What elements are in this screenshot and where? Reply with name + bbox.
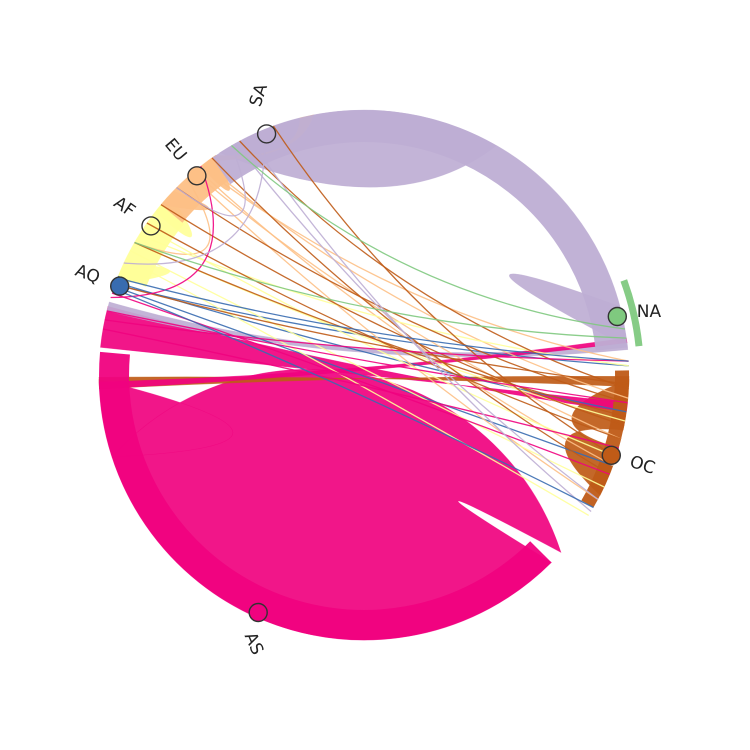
node-label-oc: OC <box>627 452 657 479</box>
node-label-eu: EU <box>160 135 190 166</box>
node-marker-eu <box>187 166 207 186</box>
thread-as-26 <box>106 310 628 404</box>
node-label-sa: SA <box>246 81 272 109</box>
node-marker-oc <box>601 445 621 465</box>
node-label-as: AS <box>240 629 267 658</box>
node-marker-na <box>607 306 627 327</box>
thread-aq-33 <box>113 288 594 509</box>
thread-na-32 <box>134 241 627 339</box>
thread-oc-20 <box>114 283 629 385</box>
thread-oc-14 <box>239 140 629 390</box>
thread-oc-18 <box>272 125 617 458</box>
thread-af-10 <box>129 250 605 488</box>
rim-arc-oc <box>581 370 630 508</box>
node-marker-af <box>141 216 161 236</box>
thread-as-23 <box>102 328 619 449</box>
threads-layer <box>102 125 629 516</box>
node-label-na: NA <box>637 302 662 322</box>
thread-aq-1 <box>113 285 614 467</box>
thread-as-22 <box>104 319 629 362</box>
rim-arc-sa <box>212 110 628 351</box>
node-marker-sa <box>256 124 277 144</box>
rim-arc-af <box>118 204 185 288</box>
thread-sa-29 <box>123 129 266 265</box>
thread-na-31 <box>231 145 626 330</box>
rim-arc-as <box>99 351 552 640</box>
node-label-aq: AQ <box>72 261 102 288</box>
node-marker-as <box>248 602 268 623</box>
thread-aq-34 <box>117 277 629 362</box>
thread-oc-17 <box>146 222 622 440</box>
rim-arc-na <box>620 279 643 347</box>
node-label-af: AF <box>110 193 139 222</box>
thread-sa-30 <box>176 145 246 217</box>
thread-oc-21 <box>160 204 625 427</box>
thread-as-24 <box>110 165 215 299</box>
node-marker-aq <box>109 276 130 296</box>
thread-eu-8 <box>134 177 211 255</box>
